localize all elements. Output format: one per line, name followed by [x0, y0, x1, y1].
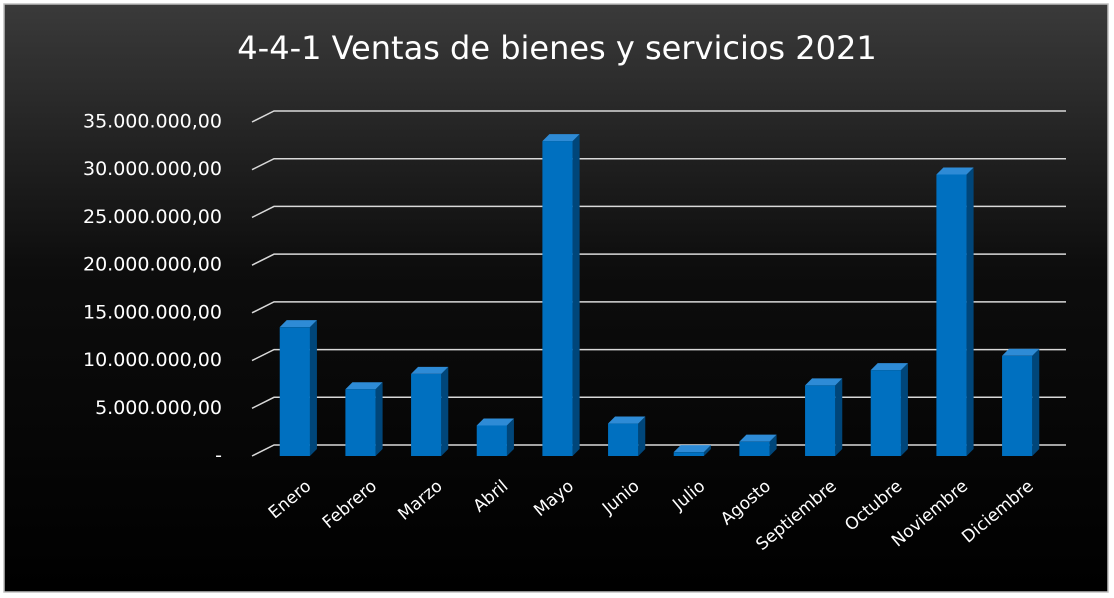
grid-line	[251, 205, 1066, 219]
bar-face	[936, 167, 974, 175]
bar-face	[1002, 348, 1040, 356]
y-tick-label: 10.000.000,00	[83, 349, 222, 371]
grid-line	[251, 157, 1066, 171]
bar-face	[870, 370, 901, 456]
bar-face	[769, 434, 777, 456]
bar	[345, 382, 383, 456]
bar-face	[411, 373, 442, 456]
bar-face	[476, 425, 507, 456]
grid-line	[251, 444, 1066, 457]
grid-line	[251, 253, 1066, 266]
bar-face	[805, 385, 836, 456]
bar-face	[279, 327, 310, 456]
bar-face	[673, 445, 711, 453]
bar-face	[638, 416, 646, 456]
bar-face	[673, 452, 704, 456]
bar	[805, 378, 843, 456]
bar-face	[542, 134, 580, 142]
bar-face	[805, 378, 843, 386]
y-tick-label: 25.000.000,00	[83, 206, 222, 228]
bar-face	[900, 363, 908, 456]
grid-line	[251, 301, 1066, 314]
bar	[936, 167, 974, 456]
bar-face	[572, 134, 580, 457]
bar	[870, 363, 908, 456]
bar-face	[345, 382, 383, 390]
bar-face	[1002, 355, 1033, 456]
y-tick-label: 30.000.000,00	[83, 158, 222, 180]
bar	[1002, 348, 1040, 456]
bar-face	[506, 418, 514, 456]
bar-face	[936, 174, 967, 456]
bar-face	[835, 378, 843, 456]
bar-face	[375, 382, 383, 456]
grid-line	[251, 396, 1066, 409]
y-tick-label: 5.000.000,00	[95, 397, 222, 419]
bar-face	[345, 389, 376, 456]
bar-face	[542, 141, 573, 457]
bar-face	[309, 320, 317, 456]
grid-line	[251, 348, 1066, 362]
bar-face	[739, 434, 777, 442]
bar	[739, 434, 777, 456]
bar	[279, 320, 317, 456]
bar	[542, 134, 580, 457]
y-tick-label: 15.000.000,00	[83, 301, 222, 323]
chart-title: 4-4-1 Ventas de bienes y servicios 2021	[237, 29, 876, 67]
bar-face	[608, 416, 646, 424]
bar-face	[279, 320, 317, 328]
bar-face	[1032, 348, 1040, 456]
bar-face	[441, 366, 449, 456]
bar-face	[739, 441, 770, 456]
bar-face	[411, 366, 449, 374]
bar	[476, 418, 514, 456]
bar-face	[703, 445, 711, 456]
bar-face	[476, 418, 514, 426]
y-tick-label: 35.000.000,00	[83, 111, 222, 133]
grid-line	[251, 110, 1066, 123]
bar-face	[608, 423, 639, 456]
bar-face	[966, 167, 974, 456]
bar	[411, 366, 449, 456]
bar-face	[870, 363, 908, 371]
bar	[608, 416, 646, 456]
bar	[673, 445, 711, 456]
y-tick-label: -	[215, 445, 222, 467]
y-tick-label: 20.000.000,00	[83, 254, 222, 276]
